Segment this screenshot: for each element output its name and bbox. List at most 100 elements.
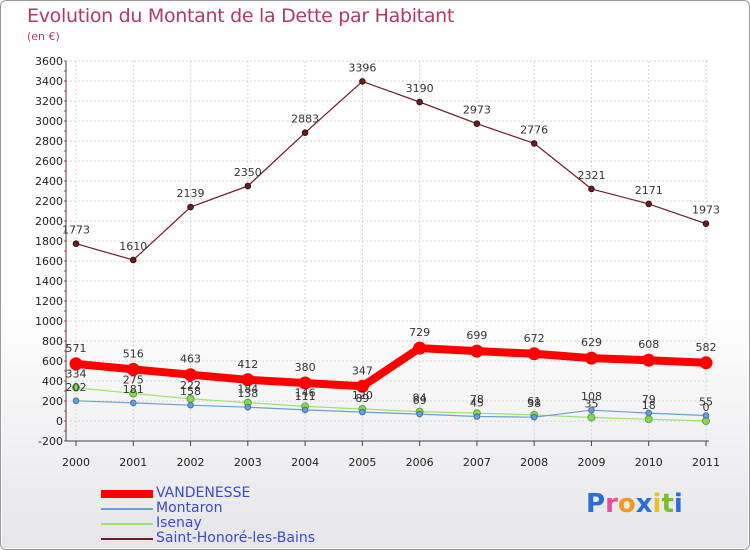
- data-label-vandenesse: 347: [352, 364, 373, 377]
- data-point-montaron: [588, 406, 595, 414]
- legend-label-vandenesse: VANDENESSE: [156, 485, 251, 501]
- data-point-saint-honor-les-bains: [702, 220, 710, 227]
- series-line-vandenesse: [75, 344, 707, 391]
- data-label-montaron: 108: [581, 390, 602, 403]
- data-label-vandenesse: 380: [295, 361, 316, 374]
- data-label-saint-honor-les-bains: 1973: [692, 204, 720, 217]
- data-label-montaron: 38: [527, 397, 541, 410]
- data-label-saint-honor-les-bains: 2973: [463, 104, 491, 117]
- y-tick-label: 400: [42, 375, 63, 388]
- x-tick-label: 2011: [692, 456, 720, 469]
- series-line-isenay: [75, 387, 707, 422]
- data-point-isenay: [587, 413, 596, 422]
- y-tick-label: 1200: [35, 295, 63, 308]
- data-point-montaron: [129, 399, 137, 407]
- data-label-montaron: 111: [295, 390, 316, 403]
- data-point-saint-honor-les-bains: [301, 129, 309, 136]
- data-point-vandenesse: [69, 357, 83, 371]
- data-label-vandenesse: 412: [237, 358, 258, 371]
- data-label-isenay: 35: [584, 398, 598, 411]
- data-label-vandenesse: 629: [581, 336, 602, 349]
- data-point-vandenesse: [584, 351, 598, 365]
- data-point-montaron: [530, 413, 538, 421]
- data-point-saint-honor-les-bains: [530, 140, 538, 147]
- data-label-saint-honor-les-bains: 2350: [234, 166, 262, 179]
- x-tick-label: 2005: [348, 456, 376, 469]
- data-point-vandenesse: [298, 376, 312, 390]
- data-point-vandenesse: [413, 341, 427, 355]
- data-point-vandenesse: [184, 368, 198, 382]
- data-point-saint-honor-les-bains: [129, 256, 137, 264]
- data-label-vandenesse: 571: [66, 342, 87, 355]
- data-label-isenay: 146: [295, 386, 316, 399]
- logo-letter: o: [617, 489, 636, 519]
- data-label-isenay: 94: [413, 392, 427, 405]
- data-point-saint-honor-les-bains: [359, 78, 366, 85]
- y-tick-label: 2800: [35, 135, 63, 148]
- y-tick-label: 0: [56, 415, 63, 428]
- y-tick-label: 2000: [35, 215, 63, 228]
- series-line-saint-honor-les-bains: [75, 80, 707, 261]
- data-point-saint-honor-les-bains: [416, 98, 423, 106]
- legend-swatch-vandenesse: [101, 490, 153, 498]
- chart-subtitle: (en €): [27, 30, 60, 43]
- series-line-montaron: [75, 400, 707, 418]
- data-point-saint-honor-les-bains: [187, 203, 194, 211]
- data-label-vandenesse: 729: [409, 326, 430, 339]
- x-tick-label: 2010: [635, 456, 663, 469]
- data-label-saint-honor-les-bains: 3396: [348, 61, 376, 74]
- logo-letter: i: [673, 489, 683, 519]
- x-tick-label: 2001: [119, 456, 147, 469]
- x-tick-label: 2009: [577, 456, 605, 469]
- logo-letter: t: [661, 489, 674, 519]
- legend-swatch-saint-honore: [101, 538, 153, 540]
- y-tick-label: 3000: [35, 115, 63, 128]
- data-label-isenay: 0: [703, 401, 710, 414]
- y-tick-label: 600: [42, 355, 63, 368]
- data-label-montaron: 69: [413, 394, 427, 407]
- y-tick-label: 1000: [35, 315, 63, 328]
- data-point-vandenesse: [355, 379, 369, 393]
- data-label-isenay: 61: [527, 395, 541, 408]
- data-point-montaron: [244, 403, 252, 411]
- data-point-vandenesse: [699, 356, 713, 370]
- data-label-vandenesse: 516: [123, 347, 144, 360]
- data-label-saint-honor-les-bains: 2776: [520, 123, 548, 136]
- data-label-isenay: 18: [642, 399, 656, 412]
- data-point-vandenesse: [642, 353, 656, 367]
- data-point-montaron: [645, 409, 653, 417]
- data-label-vandenesse: 463: [180, 353, 201, 366]
- data-point-saint-honor-les-bains: [72, 240, 80, 247]
- x-tick-label: 2000: [62, 456, 90, 469]
- data-label-saint-honor-les-bains: 1610: [119, 240, 147, 253]
- data-point-montaron: [702, 412, 710, 419]
- logo-letter: P: [586, 489, 606, 519]
- data-label-montaron: 55: [699, 396, 713, 409]
- data-label-montaron: 202: [66, 381, 87, 394]
- data-label-saint-honor-les-bains: 2321: [577, 169, 605, 182]
- legend-swatch-montaron: [101, 508, 153, 510]
- data-label-saint-honor-les-bains: 2139: [177, 187, 205, 200]
- data-point-saint-honor-les-bains: [645, 200, 653, 208]
- data-point-montaron: [187, 401, 194, 409]
- x-tick-label: 2006: [406, 456, 434, 469]
- data-label-isenay: 78: [470, 393, 484, 406]
- logo-letter: r: [605, 489, 618, 519]
- data-label-isenay: 334: [66, 368, 87, 381]
- data-point-vandenesse: [126, 362, 140, 376]
- x-tick-label: 2008: [520, 456, 548, 469]
- data-point-montaron: [359, 408, 366, 416]
- data-label-montaron: 181: [123, 383, 144, 396]
- legend-label-montaron: Montaron: [156, 500, 223, 516]
- data-label-saint-honor-les-bains: 3190: [406, 82, 434, 95]
- x-tick-label: 2003: [234, 456, 262, 469]
- y-tick-label: 3600: [35, 55, 63, 68]
- y-tick-label: 1400: [35, 275, 63, 288]
- data-label-vandenesse: 672: [524, 332, 545, 345]
- data-label-isenay: 222: [180, 379, 201, 392]
- data-point-isenay: [72, 383, 80, 392]
- y-tick-label: 1800: [35, 235, 63, 248]
- y-tick-label: 2400: [35, 175, 63, 188]
